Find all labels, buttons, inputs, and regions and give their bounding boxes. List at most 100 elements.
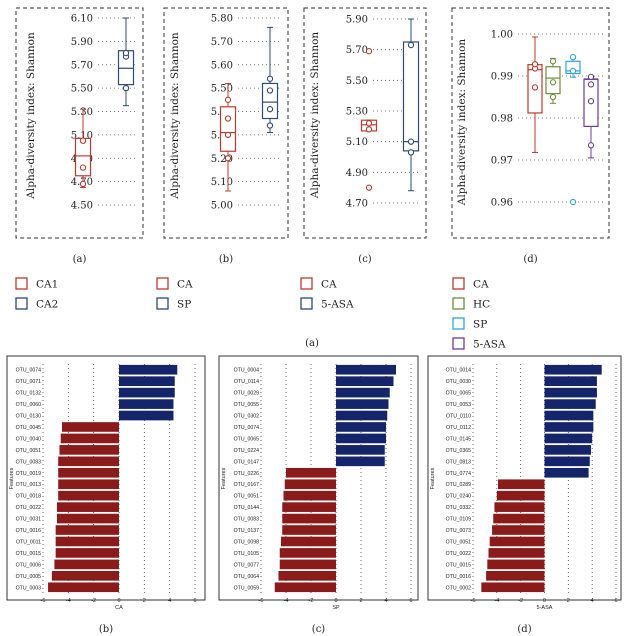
feature-label: OTU_0051 [16, 448, 41, 454]
feature-label: OTU_0055 [234, 402, 259, 408]
feature-label: OTU_0145 [446, 436, 471, 442]
data-point [569, 53, 577, 61]
bar [486, 571, 545, 581]
x-tick-label: 2 [359, 598, 362, 604]
y-tick-label: 5.90 [71, 37, 93, 48]
x-tick-label: 2 [567, 598, 570, 604]
feature-label: OTU_0051 [234, 494, 259, 500]
legend-swatch [452, 317, 465, 330]
boxplot-panels: 6.10 5.90 5.70 5.50 5.30 5.10 4.90 4.70 4.50 Alph… [15, 7, 610, 265]
bar [278, 571, 336, 581]
legend: CA SP [156, 277, 193, 311]
y-tick-label: 5.80 [211, 14, 233, 25]
data-point [266, 122, 274, 129]
bar [492, 525, 545, 535]
y-tick-label: 5.10 [71, 130, 93, 141]
bar [481, 582, 545, 593]
bar-panels: -6 -4 -2 0 2 4 6 OTU_0074 OTU_0071 OTU_0132 OTU_00… [6, 355, 622, 635]
y-axis-label: Features [221, 467, 227, 489]
feature-label: OTU_0144 [234, 505, 259, 511]
legend-swatch [15, 297, 28, 310]
bar [119, 387, 175, 398]
legend-swatch [156, 277, 169, 290]
feature-label: OTU_0289 [446, 482, 471, 488]
bar [56, 502, 119, 512]
y-tick-label: 5.50 [71, 84, 93, 95]
legend: CA1 CA2 [15, 277, 58, 311]
y-axis-label: Alpha-diversity index: Shannon [309, 32, 321, 200]
bar [494, 502, 545, 512]
y-tick-label: 5.60 [211, 60, 233, 71]
legend-swatch [300, 297, 313, 310]
bar [274, 582, 336, 593]
bar [544, 433, 593, 444]
x-tick-label: -6 [259, 598, 264, 604]
data-point [365, 126, 373, 133]
data-point [79, 137, 87, 144]
feature-label: OTU_0015 [16, 551, 41, 557]
feature-label: OTU_0019 [16, 471, 41, 477]
x-tick-label: 2 [143, 598, 146, 604]
y-tick-label: 5.30 [71, 107, 93, 118]
x-tick-label: -6 [471, 598, 476, 604]
feature-label: OTU_0015 [446, 562, 471, 568]
y-tick-label: 5.50 [346, 76, 368, 87]
feature-label: OTU_0030 [446, 379, 471, 385]
legend-label: CA [321, 279, 337, 291]
data-point [122, 84, 130, 92]
x-tick-label: 0 [334, 598, 337, 604]
y-axis-label: Alpha-diversity index: Shannon [25, 32, 37, 200]
bar [544, 410, 594, 421]
bar [119, 399, 174, 409]
legend-swatch [452, 337, 465, 350]
feature-label: OTU_0240 [446, 494, 471, 500]
legend-label: CA [177, 279, 193, 291]
feature-label: OTU_0018 [16, 494, 41, 500]
feature-label: OTU_0045 [16, 425, 41, 431]
data-point [587, 73, 595, 80]
panel-frame [303, 7, 427, 239]
box-iqr [219, 106, 237, 152]
legend-label: 5-ASA [473, 339, 506, 351]
bar [336, 399, 389, 409]
bar [60, 433, 119, 444]
data-point [549, 79, 557, 86]
data-point [266, 87, 274, 94]
data-point [549, 58, 557, 65]
bar [336, 433, 386, 444]
feature-label: OTU_0004 [234, 368, 259, 374]
bar [544, 467, 589, 478]
bar [58, 490, 119, 501]
feature-label: OTU_0011 [16, 539, 41, 545]
bar [119, 364, 178, 375]
bar [336, 376, 394, 386]
feature-label: OTU_0147 [234, 459, 259, 465]
bar [282, 502, 336, 512]
panel-frame [163, 7, 289, 239]
feature-label: OTU_0074 [16, 368, 41, 374]
feature-label: OTU_0002 [446, 585, 471, 591]
feature-label: OTU_0226 [234, 471, 259, 477]
x-tick-label: 6 [409, 598, 412, 604]
boxplot-panel: 1.00 0.99 0.98 0.97 0.96 Alpha-diversity inde… [451, 7, 610, 265]
feature-label: OTU_0110 [446, 414, 471, 420]
y-axis-label: Features [9, 467, 15, 489]
feature-label: OTU_0813 [446, 459, 471, 465]
feature-label: OTU_0022 [16, 505, 41, 511]
panel-label: (d) [517, 624, 531, 635]
feature-label: OTU_0003 [16, 585, 41, 591]
x-tick-label: 0 [117, 598, 120, 604]
x-tick-label: -2 [309, 598, 314, 604]
bar [283, 490, 336, 501]
feature-label: OTU_0006 [16, 562, 41, 568]
bar [336, 364, 396, 375]
bar [54, 559, 119, 570]
y-tick-label: 5.30 [346, 107, 368, 118]
bar [62, 422, 119, 432]
y-tick-label: 0.98 [491, 114, 513, 125]
x-tick-label: 6 [614, 598, 617, 604]
bar [493, 513, 545, 524]
panel-frame [427, 355, 622, 601]
y-tick-label: 0.99 [491, 72, 513, 83]
feature-label: OTU_0132 [16, 391, 41, 397]
